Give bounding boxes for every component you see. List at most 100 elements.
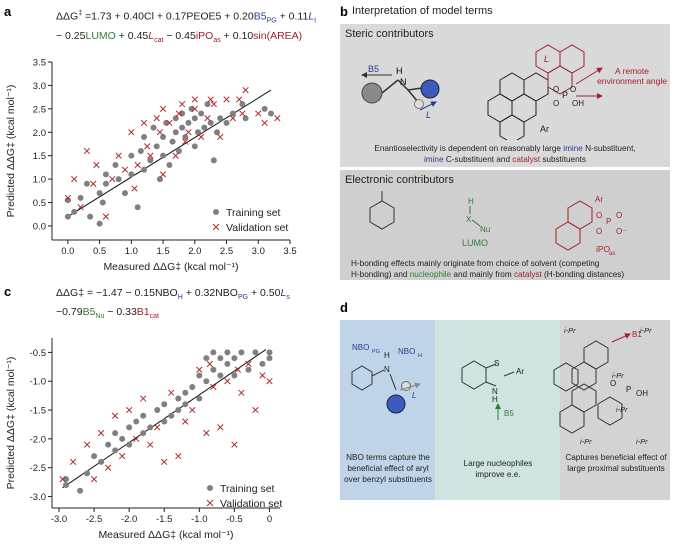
training-point (168, 412, 175, 419)
validation-point (223, 96, 230, 103)
validation-point (259, 372, 266, 379)
y-tick-label: 0.5 (33, 198, 46, 209)
x-tick-label: 1.0 (125, 246, 138, 257)
training-point (102, 171, 109, 178)
training-point (266, 355, 273, 362)
training-point (121, 190, 128, 197)
svg-text:B1: B1 (632, 330, 642, 339)
validation-point (64, 194, 72, 201)
training-point (217, 115, 224, 122)
training-point (201, 124, 208, 131)
validation-point (161, 458, 168, 466)
training-point (102, 180, 109, 187)
validation-point (59, 476, 66, 483)
training-point (179, 124, 186, 131)
panel-letter-d: d (340, 300, 348, 315)
legend-validation-label: Validation set (226, 222, 288, 234)
training-point (189, 383, 196, 390)
legend-training-label: Training set (226, 207, 281, 219)
validation-point (69, 458, 77, 466)
training-point (198, 110, 205, 117)
training-point (182, 133, 189, 140)
svg-text:NBO: NBO (398, 347, 415, 356)
training-point (203, 378, 210, 385)
validation-point (131, 185, 138, 192)
svg-text:Ar: Ar (540, 124, 549, 134)
equation-c: ΔΔG‡ = −1.47 − 0.15NBOH + 0.32NBOPG + 0.… (56, 286, 290, 324)
validation-point (90, 180, 97, 187)
panel-letter-b: b (340, 4, 348, 19)
svg-text:O: O (553, 99, 559, 108)
validation-point (144, 143, 151, 150)
d-col-nbo-caption: NBO terms capture the beneficial effect … (344, 453, 432, 484)
y-tick-label: 0.0 (33, 221, 46, 232)
training-point (160, 133, 167, 140)
validation-point (266, 378, 273, 385)
svg-text:O: O (553, 85, 559, 94)
validation-point (204, 115, 211, 122)
y-tick-label: -3.0 (30, 492, 46, 503)
training-point (172, 129, 179, 136)
panel-b-title: Interpretation of model terms (352, 5, 493, 17)
validation-point (168, 389, 175, 396)
training-point (217, 355, 224, 362)
training-point (191, 143, 198, 150)
svg-text:P: P (626, 385, 631, 394)
benzothiazoline-sketch (461, 360, 497, 390)
training-point (207, 119, 214, 126)
svg-text:B5: B5 (504, 409, 514, 418)
svg-text:B5: B5 (368, 64, 379, 74)
legend-validation-marker (206, 499, 214, 507)
svg-text:H: H (418, 353, 422, 359)
svg-text:Ar: Ar (516, 367, 524, 376)
training-point (252, 349, 259, 356)
training-point (267, 110, 274, 117)
training-point (169, 138, 176, 145)
remote-angle-label: A remote environment angle (597, 66, 667, 86)
validation-point (274, 115, 281, 122)
validation-point (217, 424, 224, 431)
training-point (224, 360, 231, 367)
training-point (231, 355, 238, 362)
equation-a: ΔΔG‡ =1.73 + 0.40Cl + 0.17PEOE5 + 0.20B5… (56, 6, 316, 48)
equation-a-line1: ΔΔG‡ =1.73 + 0.40Cl + 0.17PEOE5 + 0.20B5… (56, 10, 317, 25)
validation-point (119, 452, 126, 460)
catalyst-trip-sketch (553, 340, 623, 434)
validation-point (178, 101, 186, 108)
training-point (140, 412, 147, 419)
training-point (147, 157, 154, 164)
training-point (141, 166, 148, 173)
y-axis-label: Predicted ΔΔG‡ (kcal mol⁻¹) (5, 85, 17, 218)
sphere-blue (420, 79, 440, 99)
svg-text:OH: OH (572, 99, 584, 108)
x-tick-label: 0.0 (61, 246, 74, 257)
validation-point (111, 412, 119, 419)
validation-point (231, 441, 238, 448)
validation-point (128, 129, 135, 136)
training-point (96, 190, 103, 197)
training-point (140, 430, 147, 437)
x-tick-label: 3.0 (252, 246, 265, 257)
training-point (105, 441, 112, 448)
svg-text:LUMO: LUMO (462, 238, 488, 248)
training-point (172, 115, 179, 122)
validation-point (245, 360, 252, 368)
training-point (210, 366, 217, 373)
svg-text:Ar: Ar (595, 195, 603, 204)
y-tick-label: -1.5 (30, 406, 46, 417)
y-tick-label: 1.5 (33, 151, 46, 162)
y-tick-label: 1.0 (33, 175, 46, 186)
equation-c-line2: −0.79B5Nu − 0.33B1cat (56, 306, 159, 321)
validation-point (238, 389, 245, 396)
svg-text:H: H (468, 197, 474, 206)
y-tick-label: -2.5 (30, 463, 46, 474)
validation-point (102, 213, 110, 220)
training-point (175, 395, 182, 402)
validation-point (147, 152, 154, 159)
sphere-gray (361, 82, 383, 104)
training-point (185, 119, 192, 126)
svg-text:i-Pr: i-Pr (580, 437, 592, 446)
training-point (137, 148, 144, 154)
training-point (133, 418, 140, 425)
svg-text:X: X (466, 215, 472, 224)
